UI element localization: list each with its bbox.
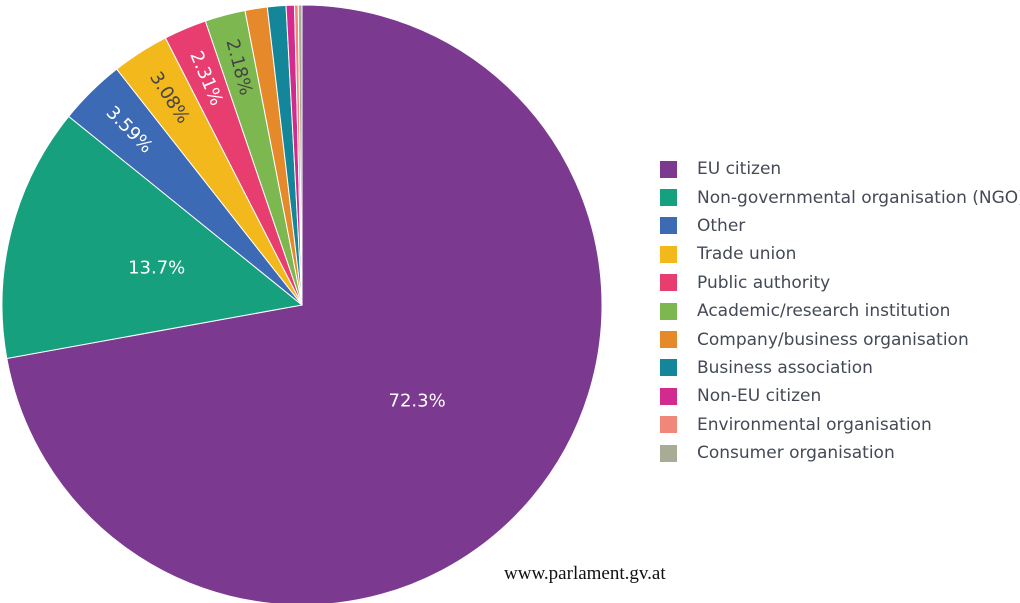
pie-slice-non-governmental-organisation-ngo: [1, 115, 304, 360]
source-credit: www.parlament.gv.at: [504, 563, 666, 584]
pie-slice-consumer-organisation: [297, 4, 303, 306]
legend-label: Academic/research institution: [697, 301, 951, 322]
legend-swatch: [660, 359, 677, 377]
legend-item-non-eu-citizen[interactable]: Non-EU citizen: [660, 382, 1020, 410]
legend-swatch: [660, 217, 677, 235]
pie-slice-eu-citizen: [6, 4, 603, 603]
legend-item-business-association[interactable]: Business association: [660, 354, 1020, 382]
legend-item-eu-citizen[interactable]: EU citizen: [660, 155, 1020, 183]
legend-item-trade-union[interactable]: Trade union: [660, 240, 1020, 268]
legend-swatch: [660, 416, 677, 434]
legend-swatch: [660, 189, 677, 207]
legend-label: Business association: [697, 357, 873, 378]
legend-swatch: [660, 444, 677, 462]
legend-label: Trade union: [697, 244, 797, 265]
legend-item-other[interactable]: Other: [660, 212, 1020, 240]
legend-item-environmental-organisation[interactable]: Environmental organisation: [660, 411, 1020, 439]
legend-swatch: [660, 302, 677, 320]
pie-label-non-governmental-organisation-ngo: 13.7%: [128, 257, 185, 278]
legend-item-public-authority[interactable]: Public authority: [660, 269, 1020, 297]
legend-swatch: [660, 245, 677, 263]
legend-swatch: [660, 331, 677, 349]
legend-label: Public authority: [697, 272, 831, 293]
legend-label: Company/business organisation: [697, 329, 969, 350]
legend-swatch: [660, 387, 677, 405]
legend-label: Non-governmental organisation (NGO): [697, 187, 1020, 208]
legend-item-academic-research-institution[interactable]: Academic/research institution: [660, 297, 1020, 325]
legend-label: EU citizen: [697, 159, 782, 180]
chart-legend: EU citizen Non-governmental organisation …: [660, 155, 1020, 467]
legend-label: Other: [697, 215, 746, 236]
legend-swatch: [660, 160, 677, 178]
legend-label: Non-EU citizen: [697, 386, 822, 407]
pie-label-eu-citizen: 72.3%: [389, 391, 446, 412]
legend-item-consumer-organisation[interactable]: Consumer organisation: [660, 439, 1020, 467]
legend-label: Consumer organisation: [697, 443, 895, 464]
legend-item-non-governmental-organisation-ngo[interactable]: Non-governmental organisation (NGO): [660, 183, 1020, 211]
legend-swatch: [660, 274, 677, 292]
legend-label: Environmental organisation: [697, 414, 932, 435]
legend-item-company-business-organisation[interactable]: Company/business organisation: [660, 325, 1020, 353]
